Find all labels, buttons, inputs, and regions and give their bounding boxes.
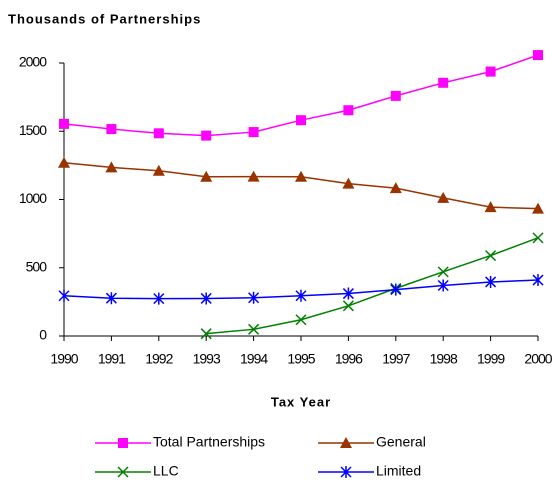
marker	[248, 127, 259, 138]
marker	[152, 164, 165, 176]
x-tick-label: 1993	[193, 351, 221, 367]
marker	[58, 156, 70, 168]
marker	[485, 250, 497, 262]
marker	[485, 66, 496, 77]
legend-label: Total Partnerships	[153, 434, 265, 450]
marker	[343, 105, 354, 116]
marker	[437, 279, 449, 292]
marker	[105, 161, 118, 173]
x-tick-label: 1999	[477, 351, 505, 367]
marker	[295, 314, 307, 326]
legend-marker	[118, 438, 128, 448]
series-line	[206, 237, 539, 335]
x-tick-label: 1995	[287, 351, 315, 367]
y-tick-label: 1000	[19, 190, 47, 206]
x-tick-label: 1998	[430, 351, 458, 367]
marker	[247, 170, 260, 182]
legend-label: Limited	[376, 463, 421, 479]
marker	[389, 182, 402, 194]
x-tick-label: 1992	[145, 351, 173, 367]
x-tick-label: 1996	[335, 351, 363, 367]
marker	[485, 275, 497, 288]
x-tick-label: 1997	[382, 351, 410, 367]
y-tick-label: 0	[39, 327, 47, 343]
marker	[532, 274, 544, 287]
marker	[248, 323, 260, 335]
marker	[532, 232, 544, 244]
marker	[200, 170, 213, 182]
marker	[58, 289, 70, 302]
marker	[201, 130, 212, 141]
marker	[342, 287, 354, 300]
marker	[342, 177, 355, 189]
y-tick-label: 1500	[19, 122, 47, 138]
marker	[438, 77, 449, 88]
y-tick-label: 2000	[19, 54, 47, 70]
legend-marker	[340, 437, 352, 448]
marker	[105, 292, 117, 305]
marker	[295, 289, 307, 302]
series-line	[63, 162, 539, 210]
x-tick-label: 2000	[524, 351, 552, 367]
x-axis-label: Tax Year	[271, 394, 331, 409]
x-tick-label: 1991	[98, 351, 126, 367]
marker	[484, 201, 497, 213]
marker	[59, 118, 69, 129]
marker	[437, 266, 449, 278]
marker	[390, 90, 401, 101]
marker	[153, 128, 164, 139]
legend-label: LLC	[153, 463, 179, 479]
marker	[295, 170, 307, 182]
marker	[532, 202, 544, 214]
marker	[200, 328, 212, 340]
marker	[248, 291, 260, 304]
legend-label: General	[376, 434, 426, 450]
marker	[533, 50, 543, 61]
legend-marker	[340, 466, 352, 478]
marker	[153, 292, 165, 305]
y-tick-label: 500	[26, 258, 48, 274]
chart-title: Thousands of Partnerships	[8, 11, 201, 26]
x-tick-label: 1990	[50, 351, 78, 367]
marker	[200, 292, 212, 305]
marker	[437, 191, 450, 203]
legend-marker	[117, 466, 129, 478]
marker	[296, 115, 306, 126]
x-tick-label: 1994	[240, 351, 268, 367]
marker	[106, 124, 117, 135]
marker	[390, 283, 402, 296]
marker	[342, 300, 354, 312]
